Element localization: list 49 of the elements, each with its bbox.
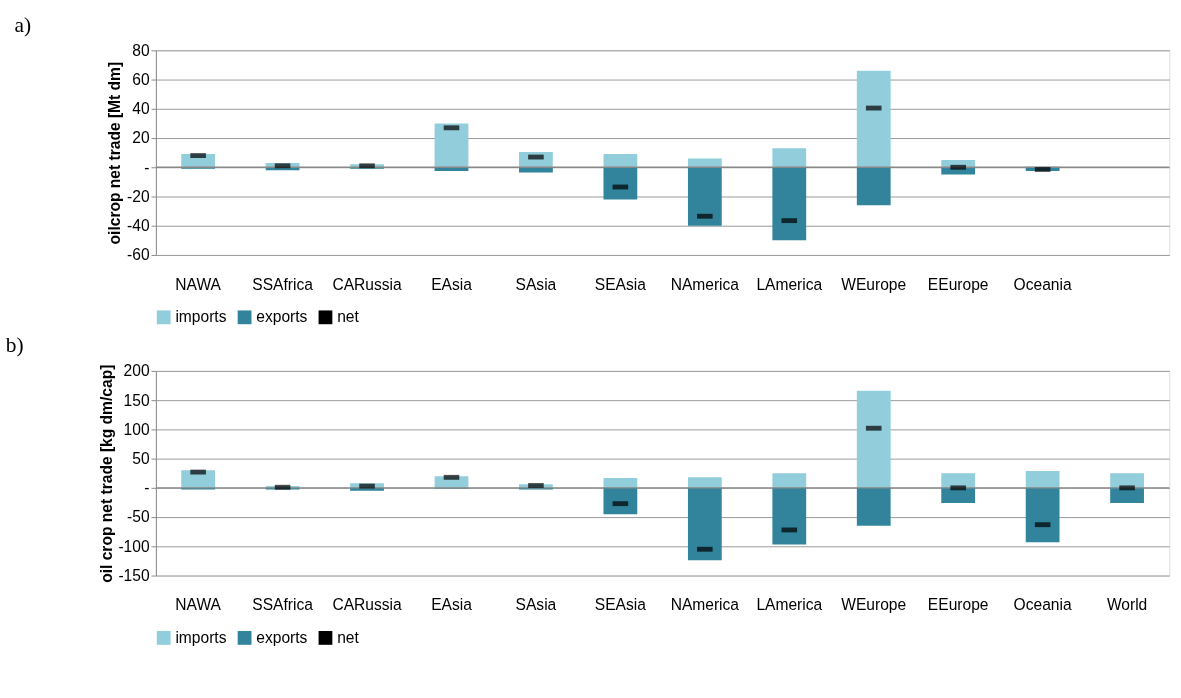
x-tick-label: NAmerica [670, 596, 740, 614]
y-tick-label: - [144, 158, 150, 176]
x-tick-label: EAsia [431, 596, 473, 614]
chart-title: a) [14, 12, 32, 37]
x-tick-label: Oceania [1013, 275, 1072, 293]
x-tick-label: SAsia [515, 275, 557, 293]
legend-label: net [337, 308, 360, 326]
y-axis-title: oilcrop net trade [Mt dm] [106, 61, 124, 245]
x-tick-label: WEurope [841, 275, 907, 293]
x-tick-label: LAmerica [756, 596, 823, 614]
x-tick-label: NAWA [175, 596, 222, 614]
x-tick-label: LAmerica [756, 275, 823, 293]
x-tick-label: CARussia [332, 275, 402, 293]
y-tick-label: 150 [123, 391, 150, 409]
y-tick-label: -50 [127, 508, 150, 526]
x-tick-label: SEAsia [594, 275, 647, 293]
legend-label: imports [175, 308, 227, 326]
y-tick-label: -20 [127, 187, 150, 205]
x-tick-label: EEurope [927, 596, 989, 614]
y-tick-label: -40 [127, 217, 150, 235]
legend-label: imports [175, 628, 227, 646]
x-tick-label: EEurope [927, 275, 989, 293]
y-tick-label: 80 [132, 41, 150, 59]
y-tick-label: 200 [123, 362, 150, 380]
x-tick-label: CARussia [332, 596, 402, 614]
legend-label: exports [256, 628, 308, 646]
x-tick-label: NAWA [175, 275, 222, 293]
x-tick-label: EAsia [431, 275, 473, 293]
y-tick-label: -150 [118, 566, 150, 584]
y-tick-label: -100 [118, 537, 150, 555]
y-tick-label: 100 [123, 420, 150, 438]
x-tick-label: Oceania [1013, 596, 1072, 614]
x-tick-label: SEAsia [594, 596, 647, 614]
x-tick-label: SSAfrica [252, 596, 314, 614]
x-tick-label: World [1106, 596, 1148, 614]
y-tick-label: 40 [132, 100, 150, 118]
y-tick-label: - [144, 479, 150, 497]
y-axis-title: oil crop net trade [kg dm/cap] [97, 364, 115, 583]
x-tick-label: SSAfrica [252, 275, 314, 293]
legend-label: net [337, 628, 360, 646]
y-tick-label: 20 [132, 129, 150, 147]
x-tick-label: SAsia [515, 596, 557, 614]
y-tick-label: 50 [132, 449, 150, 467]
y-tick-label: 60 [132, 70, 150, 88]
y-tick-label: -60 [127, 246, 150, 264]
x-tick-label: WEurope [841, 596, 907, 614]
chart-title: b) [5, 333, 24, 358]
x-tick-label: NAmerica [670, 275, 740, 293]
legend-label: exports [256, 308, 308, 326]
